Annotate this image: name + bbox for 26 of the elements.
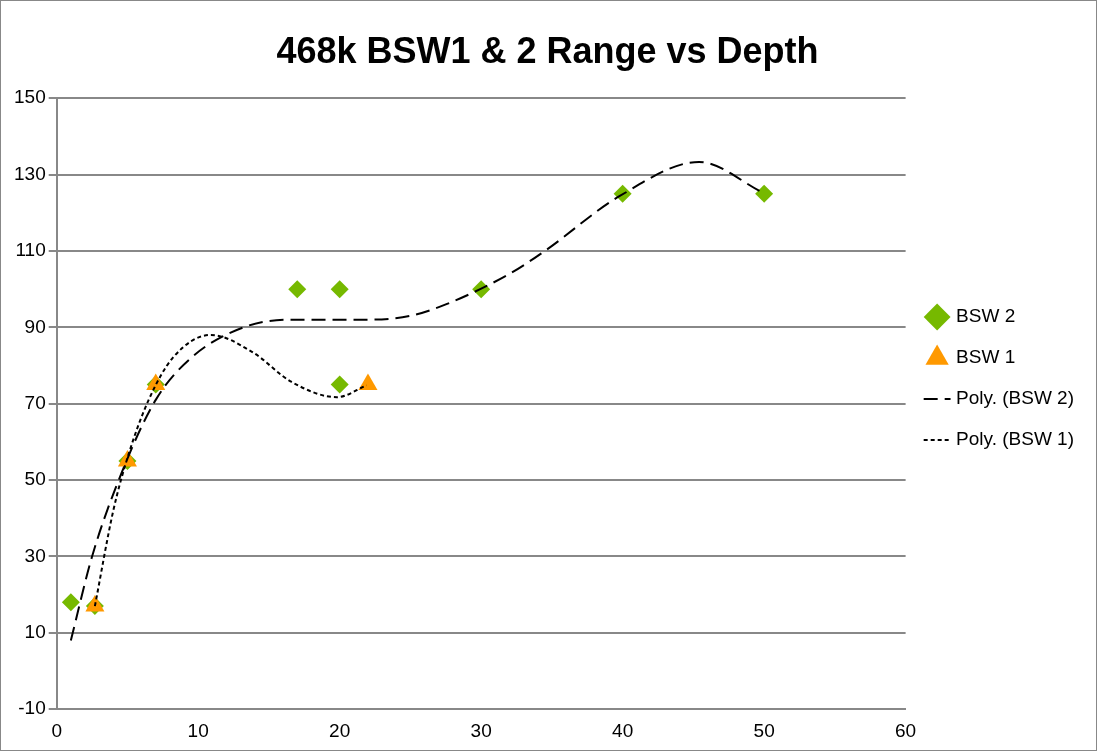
legend-label: BSW 2 (956, 305, 1016, 327)
y-tick-label: 150 (14, 86, 46, 108)
x-tick-label: 20 (329, 719, 351, 741)
chart-title: 468k BSW1 & 2 Range vs Depth (276, 29, 819, 71)
y-tick-label: 130 (14, 162, 46, 184)
y-tick-label: 50 (24, 468, 46, 490)
x-tick-label: 60 (895, 719, 917, 741)
legend-label: BSW 1 (956, 346, 1016, 368)
y-tick-label: 110 (15, 239, 46, 261)
legend-label: Poly. (BSW 1) (956, 428, 1074, 450)
x-tick-label: 10 (187, 719, 209, 741)
point (330, 375, 349, 394)
y-tick-label: 10 (24, 621, 46, 643)
y-tick-label: -10 (18, 697, 46, 719)
x-tick-label: 30 (470, 719, 492, 741)
x-tick-label: 0 (51, 719, 62, 741)
legend-label: Poly. (BSW 2) (956, 387, 1074, 409)
y-tick-label: 90 (24, 315, 46, 337)
y-tick-label: 70 (24, 391, 46, 413)
x-tick-label: 40 (612, 719, 634, 741)
point (61, 593, 80, 612)
point (330, 280, 349, 299)
point (288, 280, 307, 299)
y-tick-label: 30 (24, 544, 46, 566)
point (755, 184, 774, 203)
x-tick-label: 50 (753, 719, 775, 741)
